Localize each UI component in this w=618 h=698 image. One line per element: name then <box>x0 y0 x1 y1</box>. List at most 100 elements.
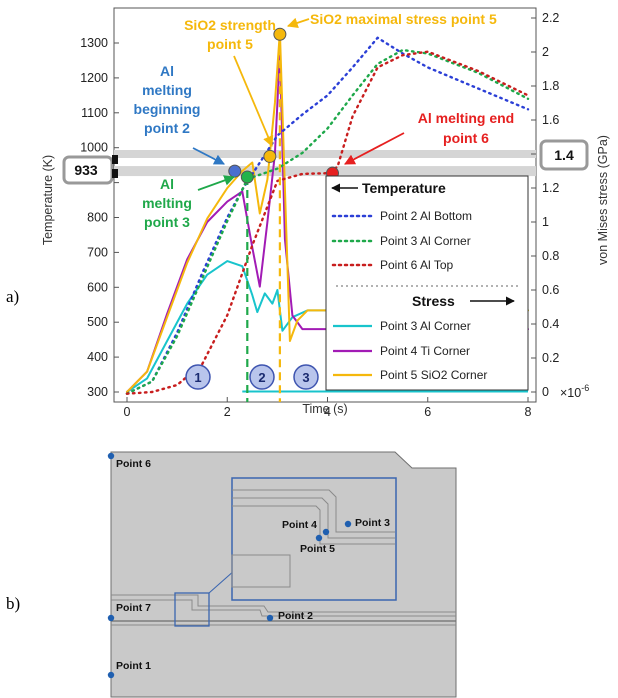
legend-entry-point5-sio2-corner: Point 5 SiO2 Corner <box>380 368 487 382</box>
legend-entry-point3-al-corner-stress: Point 3 Al Corner <box>380 319 471 333</box>
melt-band <box>114 166 536 177</box>
legend-entry-point3-al-corner-temp: Point 3 Al Corner <box>380 234 471 248</box>
geometry-point-2 <box>266 614 274 622</box>
series-line-temperature-0 <box>125 36 530 395</box>
callout-1-4: 1.4 <box>539 139 589 171</box>
legend-temperature-heading: Temperature <box>362 180 446 196</box>
x-multiplier: ×10-6 <box>560 383 589 400</box>
zoom-connector <box>208 569 236 594</box>
inset-layer-2 <box>232 497 395 539</box>
y-left-tick-label-5: 800 <box>87 211 108 225</box>
region-1-label: 1 <box>194 370 201 385</box>
y-left-tick-label-7: 1000 <box>80 141 108 155</box>
annotation-sio2-strength: SiO2 strength point 5 <box>184 17 276 147</box>
region-3-label: 3 <box>302 370 309 385</box>
geometry-point-7 <box>107 614 115 622</box>
x-axis-title: Time (s) <box>302 402 347 416</box>
geometry-point-1 <box>107 671 115 679</box>
geometry-point-2-label: Point 2 <box>278 610 313 622</box>
annotation-sio2-strength-line1: SiO2 strength <box>184 17 276 33</box>
annotation-al-end-line1: Al melting end <box>418 110 514 126</box>
annotation-sio2-strength-line2: point 5 <box>207 36 253 52</box>
series-line-stress-5 <box>126 30 529 393</box>
geometry-panel: Point 6 Point 4 Point 3 Point 5 Point 7 … <box>107 451 457 698</box>
geometry-point-4-label: Point 4 <box>282 519 317 531</box>
y-right-tick-label-1: 0.2 <box>542 351 559 365</box>
geometry-point-3 <box>344 520 352 528</box>
y-right-tick-label-3: 0.6 <box>542 283 559 297</box>
x-tick-label-4: 8 <box>525 405 532 419</box>
legend-entry-point4-ti-corner: Point 4 Ti Corner <box>380 344 470 358</box>
axis-ticks: 0 2 4 6 8 300 400 500 600 700 800 1000 1100 1200 1300 0… <box>80 11 559 419</box>
geometry-point-3-label: Point 3 <box>355 517 390 529</box>
layer-line-1 <box>111 594 456 613</box>
annotation-sio2-maximal-text: SiO2 maximal stress point 5 <box>310 11 497 27</box>
zoom-inset <box>231 477 397 601</box>
region-1: 1 <box>185 364 211 390</box>
geometry-point-5 <box>315 534 323 542</box>
marker-0 <box>228 164 242 178</box>
annotation-sio2-maximal: SiO2 maximal stress point 5 <box>286 11 497 29</box>
panel-label-b: b) <box>6 594 20 613</box>
y-axis-right-title: von Mises stress (GPa) <box>596 135 610 265</box>
marker-3 <box>273 27 287 41</box>
legend-stress-heading: Stress <box>412 293 455 309</box>
y-right-tick-label-8: 1.6 <box>542 113 559 127</box>
annotation-al-melting-beginning: Al melting beginning point 2 <box>134 63 225 165</box>
panel-label-a: a) <box>6 287 19 306</box>
annotation-al-melting-point3: Al melting point 3 <box>142 175 236 230</box>
inset-layer-1 <box>232 489 395 533</box>
legend: Temperature Point 2 Al Bottom Point 3 Al… <box>325 175 529 391</box>
annotation-al-beginning-line3: beginning <box>134 101 201 117</box>
y-right-tick-label-2: 0.4 <box>542 317 559 331</box>
geometry-point-6 <box>107 452 115 460</box>
annotation-al-beginning-line2: melting <box>142 82 192 98</box>
legend-entry-point2-al-bottom: Point 2 Al Bottom <box>380 209 472 223</box>
y-left-tick-label-3: 600 <box>87 280 108 294</box>
callout-933-text: 933 <box>74 162 98 178</box>
x-tick-label-0: 0 <box>124 405 131 419</box>
inset-layer-3 <box>232 505 395 545</box>
y-right-tick-label-4: 0.8 <box>542 249 559 263</box>
y-right-tick-label-10: 2 <box>542 45 549 59</box>
x-tick-label-1: 2 <box>224 405 231 419</box>
annotation-al-point3-line2: melting <box>142 195 192 211</box>
annotation-al-point3-line1: Al <box>160 176 174 192</box>
geometry-point-7-label: Point 7 <box>116 602 151 614</box>
annotation-al-end-line2: point 6 <box>443 130 489 146</box>
region-3: 3 <box>293 364 319 390</box>
y-left-tick-label-4: 700 <box>87 245 108 259</box>
y-left-tick-label-0: 300 <box>87 385 108 399</box>
annotation-al-beginning-line4: point 2 <box>144 120 190 136</box>
y-right-tick-label-6: 1.2 <box>542 181 559 195</box>
x-tick-label-3: 6 <box>424 405 431 419</box>
series-line-stress-4 <box>126 51 529 393</box>
y-left-tick-label-1: 400 <box>87 350 108 364</box>
callout-1-4-text: 1.4 <box>554 147 574 163</box>
geometry-point-5-label: Point 5 <box>300 543 335 555</box>
marker-1 <box>240 170 254 184</box>
zoom-box-small <box>174 592 210 627</box>
inset-block <box>231 554 291 588</box>
annotation-al-melting-end: Al melting end point 6 <box>344 110 514 165</box>
legend-entry-point6-al-top: Point 6 Al Top <box>380 258 453 272</box>
layer-line-2 <box>111 599 456 617</box>
region-2: 2 <box>249 364 275 390</box>
y-left-tick-label-8: 1100 <box>81 106 108 120</box>
geometry-point-4 <box>322 528 330 536</box>
callout-933: 933 <box>62 155 118 185</box>
x-tick-label-2: 4 <box>324 405 331 419</box>
y-left-tick-label-10: 1300 <box>80 36 108 50</box>
geometry-point-1-label: Point 1 <box>116 660 151 672</box>
y-left-tick-label-2: 500 <box>87 315 108 329</box>
y-right-tick-label-11: 2.2 <box>542 11 559 25</box>
marker-2 <box>263 149 277 163</box>
y-axis-left-title: Temperature (K) <box>41 155 55 245</box>
annotation-al-beginning-line1: Al <box>160 63 174 79</box>
geometry-point-6-label: Point 6 <box>116 458 151 470</box>
y-right-tick-label-5: 1 <box>542 215 549 229</box>
y-left-tick-label-9: 1200 <box>80 71 108 85</box>
y-right-tick-label-0: 0 <box>542 385 549 399</box>
stress-band <box>114 150 536 158</box>
